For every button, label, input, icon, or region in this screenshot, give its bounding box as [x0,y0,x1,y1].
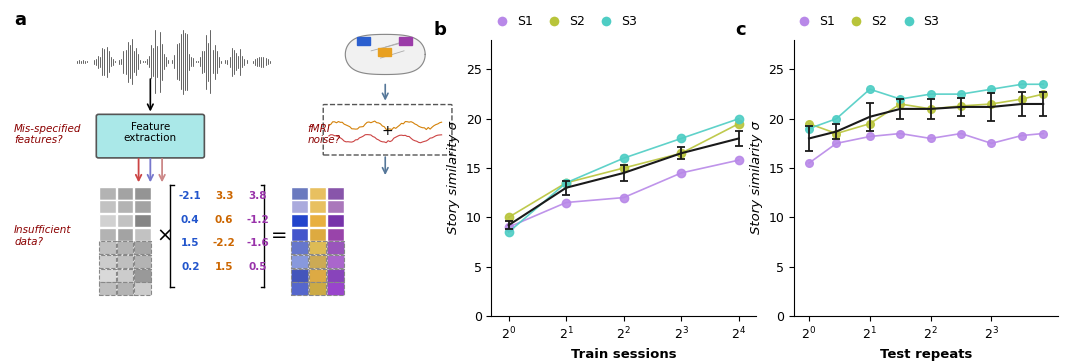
Bar [134,187,151,200]
Bar [98,255,116,268]
Bar [309,214,326,227]
Bar [134,282,151,295]
Text: 3.3: 3.3 [215,191,233,201]
Bar [292,214,308,227]
Bar [117,269,134,282]
Bar [292,241,308,254]
Text: 0.5: 0.5 [248,262,267,272]
Bar [327,282,343,295]
Bar [309,255,326,268]
Bar [292,200,308,213]
Text: =: = [271,227,287,245]
Polygon shape [346,34,426,74]
Bar [98,200,116,213]
Text: -1.6: -1.6 [246,238,269,248]
Bar [357,37,370,45]
Text: 1.5: 1.5 [215,262,233,272]
Text: c: c [735,21,746,38]
Text: 3.8: 3.8 [248,191,267,201]
Bar [98,282,116,295]
Text: ×: × [157,227,173,245]
Bar [327,187,343,200]
Bar [117,187,134,200]
Bar [327,200,343,213]
Bar [378,48,391,56]
Bar [98,228,116,241]
Bar [117,241,134,254]
Text: -1.2: -1.2 [246,215,269,225]
Text: Feature
extraction: Feature extraction [124,122,177,143]
Legend: S1, S2, S3: S1, S2, S3 [787,10,944,33]
Text: +: + [381,125,393,138]
Bar [327,269,343,282]
Bar [292,228,308,241]
Y-axis label: Story similarity σ: Story similarity σ [447,121,460,234]
Bar [309,282,326,295]
Bar [134,200,151,213]
Text: b: b [433,21,446,38]
Text: -2.2: -2.2 [213,238,235,248]
Bar [117,255,134,268]
Bar [327,255,343,268]
Bar [292,269,308,282]
Bar [327,228,343,241]
FancyBboxPatch shape [323,105,451,155]
Text: 0.6: 0.6 [215,215,233,225]
Text: 0.4: 0.4 [181,215,200,225]
Bar [292,282,308,295]
Bar [309,200,326,213]
Bar [134,241,151,254]
Bar [117,214,134,227]
Bar [292,255,308,268]
Bar [309,241,326,254]
Text: Insufficient
data?: Insufficient data? [14,225,71,247]
Bar [309,269,326,282]
Bar [98,214,116,227]
Text: a: a [14,11,26,29]
Text: Mis-specified
features?: Mis-specified features? [14,123,82,145]
Bar [98,187,116,200]
Text: 1.5: 1.5 [181,238,200,248]
Bar [98,269,116,282]
FancyBboxPatch shape [96,114,204,158]
Bar [134,214,151,227]
Bar [327,214,343,227]
Legend: S1, S2, S3: S1, S2, S3 [485,10,642,33]
Bar [327,241,343,254]
Bar [292,187,308,200]
Bar [400,37,413,45]
Bar [134,228,151,241]
Bar [117,200,134,213]
X-axis label: Train sessions: Train sessions [571,348,676,361]
Bar [98,241,116,254]
Y-axis label: Story similarity σ: Story similarity σ [750,121,762,234]
Bar [117,228,134,241]
Bar [309,187,326,200]
Bar [134,269,151,282]
X-axis label: Test repeats: Test repeats [880,348,972,361]
Bar [134,255,151,268]
Bar [117,282,134,295]
Text: -2.1: -2.1 [179,191,202,201]
Bar [309,228,326,241]
Text: 0.2: 0.2 [181,262,200,272]
Text: fMRI
noise?: fMRI noise? [308,123,341,145]
